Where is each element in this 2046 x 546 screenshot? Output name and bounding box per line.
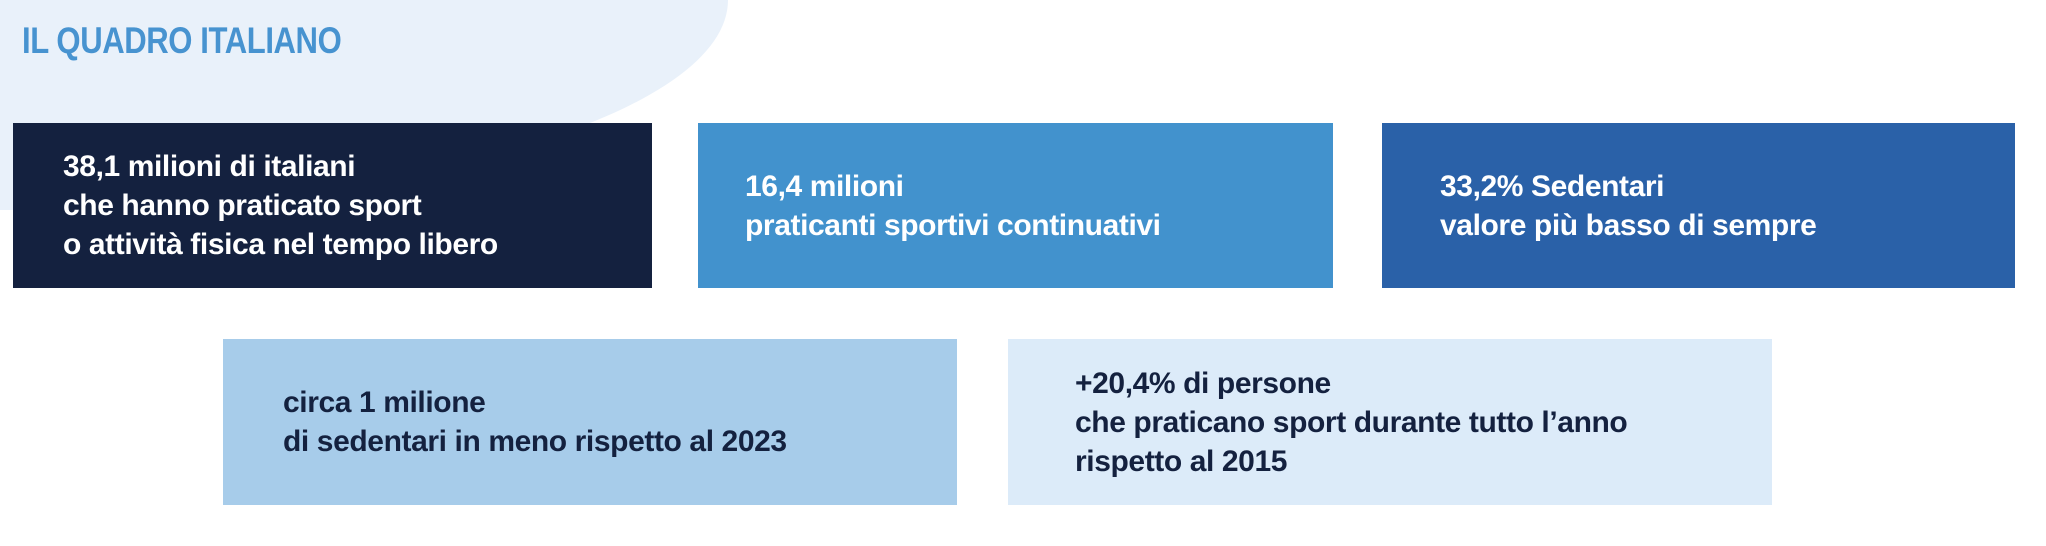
stat-value: 33,2% Sedentari — [1440, 169, 1665, 203]
stat-description-line: che praticano sport durante tutto l’anno — [1075, 405, 1628, 439]
stat-value: 16,4 milioni — [745, 169, 904, 203]
stat-value: circa 1 milione — [283, 386, 486, 419]
stat-card-italians-active: 38,1 milioni di italiani che hanno prati… — [13, 123, 652, 288]
stat-value: 38,1 milioni di italiani — [63, 150, 356, 183]
stat-description-line: di sedentari in meno rispetto al 2023 — [283, 425, 787, 458]
stat-card-continuous-practitioners: 16,4 milioni praticanti sportivi continu… — [698, 123, 1333, 288]
stat-description-line: valore più basso di sempre — [1440, 208, 1817, 242]
stat-description-line: rispetto al 2015 — [1075, 444, 1288, 478]
page-title: IL QUADRO ITALIANO — [22, 20, 342, 61]
stat-description-line: che hanno praticato sport — [63, 189, 422, 222]
stat-value: +20,4% di persone — [1075, 366, 1331, 400]
stat-description-line: praticanti sportivi continuativi — [745, 208, 1161, 242]
stat-card-year-round-increase: +20,4% di persone che praticano sport du… — [1008, 339, 1772, 505]
stat-description-line: o attività fisica nel tempo libero — [63, 228, 498, 261]
stat-card-sedentary-rate: 33,2% Sedentari valore più basso di semp… — [1382, 123, 2015, 288]
stat-card-sedentary-decrease: circa 1 milione di sedentari in meno ris… — [223, 339, 957, 505]
